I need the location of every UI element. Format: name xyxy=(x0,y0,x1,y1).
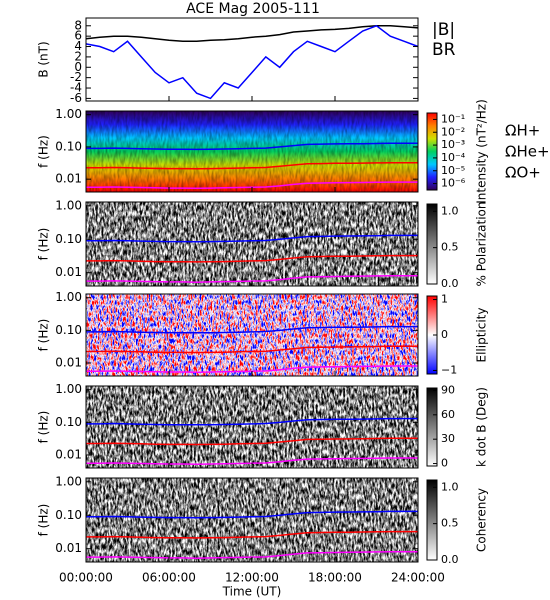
colorbar-tick-label: 0.0 xyxy=(441,277,459,290)
series-line xyxy=(85,25,419,43)
y-tick-label: 1.00 xyxy=(55,198,82,212)
colorbar-tick-label: 0 xyxy=(441,328,448,341)
colorbar xyxy=(426,112,438,191)
colorbar-tick-label: 30 xyxy=(441,432,455,445)
colorbar-tick-label: 1.0 xyxy=(441,480,459,493)
colorbar-tick-label: 10⁻⁴ xyxy=(441,151,466,164)
colorbar xyxy=(426,387,438,467)
spectrogram xyxy=(86,294,418,376)
y-tick-label: -6 xyxy=(70,91,82,105)
series-line xyxy=(86,161,418,170)
legend-entry: ΩH+ xyxy=(505,122,540,140)
y-tick-label: -2 xyxy=(70,70,82,84)
colorbar-tick-label: 1 xyxy=(441,293,448,306)
colorbar-tick-label: 0 xyxy=(441,457,448,470)
y-tick-label: 1.00 xyxy=(55,290,82,304)
colorbar-tick-label: 1.0 xyxy=(441,204,459,217)
y-tick-label: 1.00 xyxy=(55,107,82,121)
series-line xyxy=(85,24,419,100)
y-tick-label: 0.10 xyxy=(55,323,82,337)
x-tick-label: 12:00:00 xyxy=(225,571,279,585)
y-tick-label: -4 xyxy=(70,81,82,95)
colorbar-tick-label: 10⁻³ xyxy=(441,138,465,151)
colorbar-tick-label: 10⁻¹ xyxy=(441,112,465,125)
spectrogram xyxy=(86,202,418,286)
legend-entry: BR xyxy=(432,40,456,60)
y-tick-label: 1.00 xyxy=(55,382,82,396)
x-tick-label: 06:00:00 xyxy=(142,571,196,585)
series-line xyxy=(86,345,418,354)
series-line xyxy=(86,325,418,334)
legend-entry: ΩHe+ xyxy=(505,143,550,161)
series-line xyxy=(86,142,418,151)
colorbar-tick-label: 90 xyxy=(441,383,455,396)
colorbar-tick-label: −1 xyxy=(441,363,457,376)
colorbar-label: % Polarization xyxy=(475,202,489,287)
legend-entry: |B| xyxy=(432,20,455,40)
colorbar xyxy=(426,203,438,285)
y-tick-label: 0.01 xyxy=(55,448,82,462)
y-tick-label: 0.01 xyxy=(55,265,82,279)
series-line xyxy=(86,530,418,539)
y-tick-label: 2 xyxy=(74,49,82,63)
colorbar-tick-label: 10⁻² xyxy=(441,125,465,138)
colorbar-tick-label: 0.0 xyxy=(441,553,459,566)
spectrogram xyxy=(86,478,418,562)
legend-entry: ΩO+ xyxy=(505,164,541,182)
y-tick-label: 0 xyxy=(74,60,82,74)
colorbar-label: Coherency xyxy=(475,488,489,552)
series-line xyxy=(86,254,418,263)
colorbar-tick-label: 0.5 xyxy=(441,241,459,254)
x-tick-label: 24:00:00 xyxy=(391,571,445,585)
y-tick-label: 0.10 xyxy=(55,415,82,429)
y-tick-label: 0.01 xyxy=(55,541,82,555)
x-axis-label: Time (UT) xyxy=(222,585,282,599)
chart-title: ACE Mag 2005-111 xyxy=(186,1,320,17)
y-axis-label: f (Hz) xyxy=(37,228,51,261)
colorbar-label: Ellipticity xyxy=(475,308,489,363)
y-axis-label: f (Hz) xyxy=(37,504,51,537)
y-axis-label: f (Hz) xyxy=(37,135,51,168)
series-line xyxy=(86,510,418,519)
y-tick-label: 0.01 xyxy=(55,356,82,370)
y-tick-label: 0.01 xyxy=(55,172,82,186)
colorbar-tick-label: 0.5 xyxy=(441,517,459,530)
colorbar-label: Intensity (nT²/Hz) xyxy=(475,99,489,204)
colorbar-tick-label: 10⁻⁶ xyxy=(441,177,466,190)
y-tick-label: 0.10 xyxy=(55,232,82,246)
y-axis-label: B (nT) xyxy=(37,41,51,77)
colorbar-tick-label: 60 xyxy=(441,408,455,421)
y-tick-label: 8 xyxy=(74,18,82,32)
series-line xyxy=(86,234,418,243)
series-line xyxy=(86,437,418,446)
y-axis-label: f (Hz) xyxy=(37,411,51,444)
y-tick-label: 0.10 xyxy=(55,139,82,153)
y-axis-label: f (Hz) xyxy=(37,319,51,352)
colorbar-label: k dot B (Deg) xyxy=(475,387,489,467)
colorbar xyxy=(426,479,438,561)
colorbar-tick-label: 10⁻⁵ xyxy=(441,164,465,177)
y-tick-label: 4 xyxy=(74,39,82,53)
x-tick-label: 00:00:00 xyxy=(59,571,113,585)
y-tick-label: 6 xyxy=(74,29,82,43)
plot-frame xyxy=(85,17,419,102)
spectrogram-texture xyxy=(86,111,418,192)
series-line xyxy=(86,417,418,426)
spectrogram xyxy=(86,386,418,468)
y-tick-label: 0.10 xyxy=(55,508,82,522)
x-tick-label: 18:00:00 xyxy=(308,571,362,585)
y-tick-label: 1.00 xyxy=(55,474,82,488)
